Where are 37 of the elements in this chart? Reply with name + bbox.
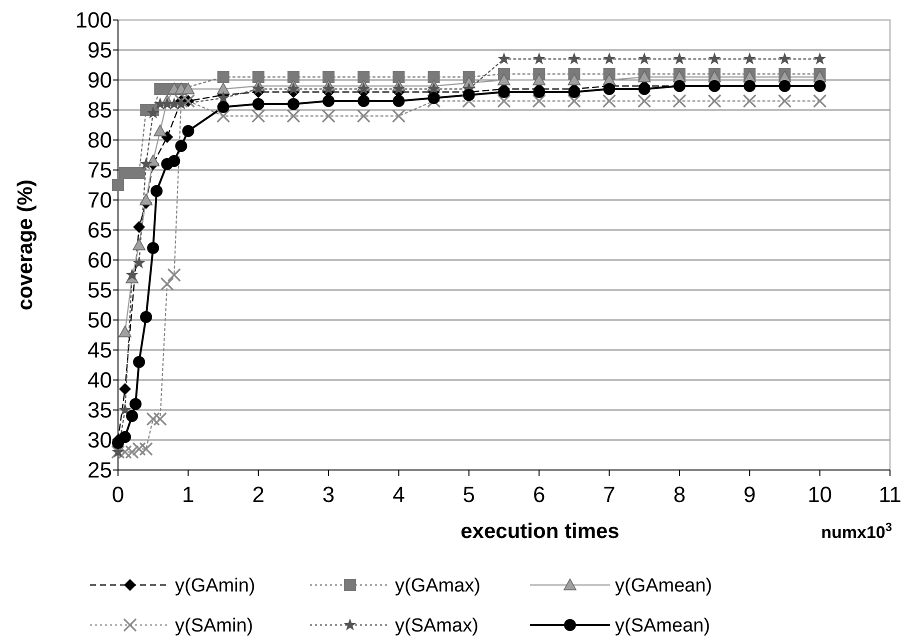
y-tick-label: 35 [88,398,112,423]
legend-label: y(SAmean) [615,616,710,637]
text: numx10$^{3}$ [821,520,892,542]
y-tick-label: 95 [88,38,112,63]
x-tick-label: 1 [182,482,194,507]
y-tick-label: 50 [88,308,112,333]
x-tick-label: 0 [112,482,124,507]
y-tick-label: 75 [88,158,112,183]
x-tick-label: 8 [673,482,686,507]
y-tick-label: 70 [88,188,112,213]
y-tick-label: 60 [88,248,112,273]
y-tick-label: 55 [88,278,112,303]
x-tick-label: 11 [878,482,902,507]
x-tick-label: 10 [808,482,832,507]
y-tick-label: 85 [88,98,112,123]
x-tick-label: 7 [603,482,616,507]
legend-label: y(GAmean) [615,576,712,597]
legend-label: y(SAmin) [175,616,254,637]
legend-label: y(GAmin) [175,576,256,597]
y-axis-title: coverage (%) [14,180,37,310]
x-tick-label: 2 [252,482,264,507]
x-axis-title: execution times [460,520,620,543]
x-tick-label: 9 [744,482,756,507]
y-tick-label: 40 [88,368,112,393]
y-tick-label: 80 [88,128,112,153]
x-tick-label: 5 [462,482,476,507]
x-tick-label: 6 [532,482,546,507]
y-tick-label: 30 [88,428,112,453]
y-tick-label: 100 [75,8,112,33]
y-tick-label: 90 [88,68,112,93]
x-tick-label: 4 [392,482,405,507]
y-tick-label: 25 [88,458,112,483]
y-tick-label: 45 [88,338,112,363]
legend-label: y(SAmax) [395,616,478,637]
y-tick-label: 65 [88,218,112,243]
legend-label: y(GAmax) [395,576,480,597]
x-tick-label: 3 [322,482,335,507]
